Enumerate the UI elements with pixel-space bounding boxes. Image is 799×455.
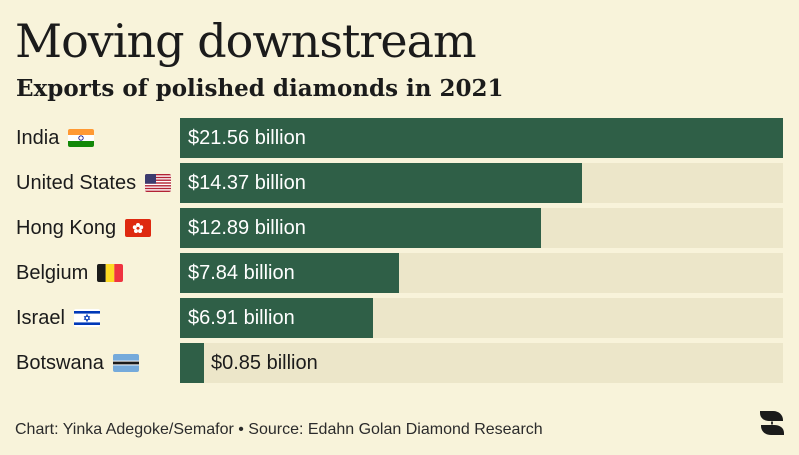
chart-source-credit: Chart: Yinka Adegoke/Semafor • Source: E… — [15, 421, 543, 438]
bar-row: Botswana $0.85 billion — [0, 343, 799, 383]
israel-flag-icon — [73, 309, 100, 327]
value-label: $14.37 billion — [188, 172, 306, 194]
belgium-flag-icon — [97, 264, 124, 282]
category-label: India — [16, 118, 95, 158]
bar-track: $21.56 billion — [180, 118, 783, 158]
bar — [180, 343, 204, 383]
bar-track: $7.84 billion — [180, 253, 783, 293]
value-label: $21.56 billion — [188, 127, 306, 149]
country-name: India — [16, 126, 60, 149]
bar — [180, 163, 582, 203]
bar-track: $12.89 billion — [180, 208, 783, 248]
category-label: Botswana — [16, 343, 139, 383]
semafor-logo-icon — [758, 409, 786, 437]
bar-track: $0.85 billion — [180, 343, 783, 383]
bar — [180, 253, 399, 293]
country-name: United States — [16, 171, 137, 194]
category-label: Hong Kong — [16, 208, 152, 248]
botswana-flag-icon — [112, 354, 139, 372]
bar-row: Hong Kong $12.89 billion — [0, 208, 799, 248]
bar-row: Israel $6.91 billion — [0, 298, 799, 338]
value-label: $0.85 billion — [211, 352, 318, 374]
india-flag-icon — [68, 129, 95, 147]
chart-title: Moving downstream — [15, 14, 477, 68]
value-label: $12.89 billion — [188, 217, 306, 239]
bar-track: $6.91 billion — [180, 298, 783, 338]
country-name: Israel — [16, 306, 65, 329]
bar — [180, 118, 783, 158]
category-label: United States — [16, 163, 172, 203]
country-name: Botswana — [16, 351, 104, 374]
bar-row: United States $14.37 billion — [0, 163, 799, 203]
us-flag-icon — [145, 174, 172, 192]
value-label: $7.84 billion — [188, 262, 295, 284]
category-label: Belgium — [16, 253, 124, 293]
hong-kong-flag-icon — [125, 219, 152, 237]
value-label: $6.91 billion — [188, 307, 295, 329]
chart-subtitle: Exports of polished diamonds in 2021 — [16, 75, 504, 102]
category-label: Israel — [16, 298, 100, 338]
bar — [180, 208, 541, 248]
bar-row: Belgium $7.84 billion — [0, 253, 799, 293]
bar — [180, 298, 373, 338]
country-name: Belgium — [16, 261, 89, 284]
bar-track: $14.37 billion — [180, 163, 783, 203]
bar-row: India $21.56 billion — [0, 118, 799, 158]
country-name: Hong Kong — [16, 216, 117, 239]
